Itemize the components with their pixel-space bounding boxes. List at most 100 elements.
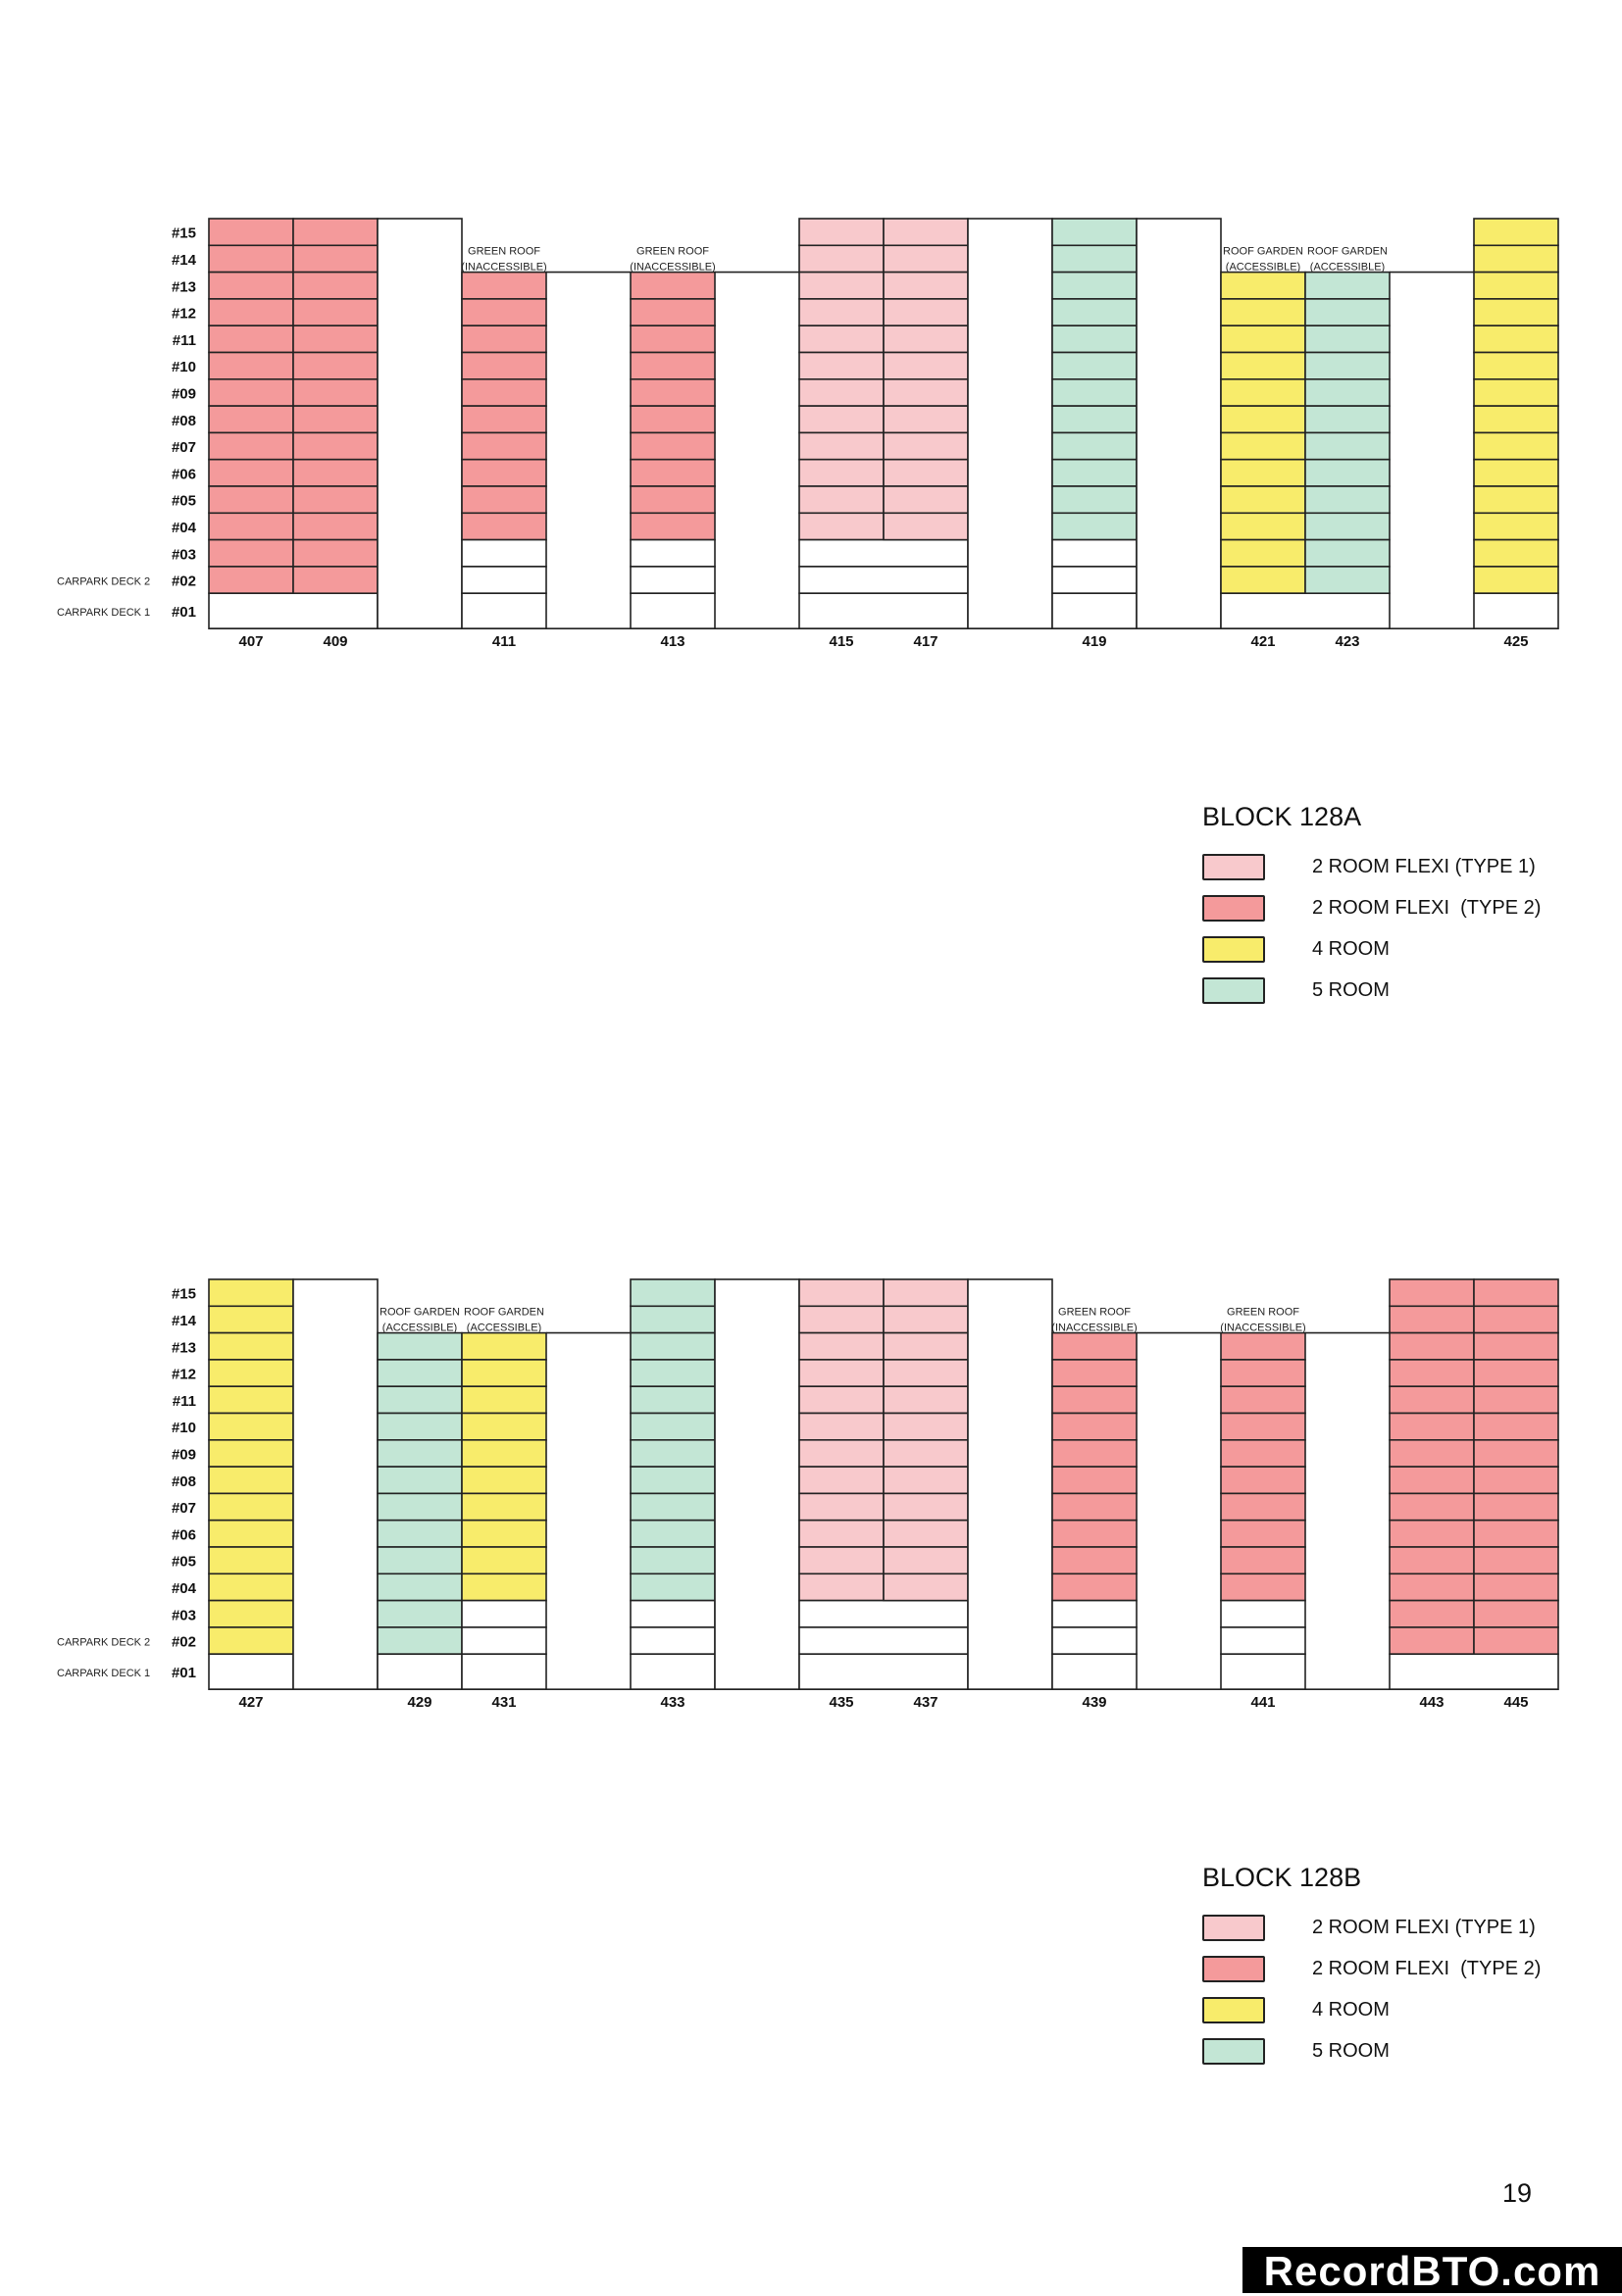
carpark-cell bbox=[1051, 1653, 1138, 1691]
roof-label: (INACCESSIBLE) bbox=[1220, 1322, 1305, 1333]
unit-cell-437-floor-4 bbox=[883, 1572, 969, 1602]
unit-cell-415-floor-9 bbox=[798, 378, 885, 407]
unit-cell-427-floor-5 bbox=[208, 1546, 294, 1575]
unit-cell-421-floor-4 bbox=[1220, 512, 1306, 541]
legend-item-room4: 4 ROOM bbox=[1202, 928, 1541, 970]
unit-number-label: 407 bbox=[238, 633, 263, 650]
legend-label: 4 ROOM bbox=[1312, 937, 1390, 960]
unit-cell-435-floor-13 bbox=[798, 1331, 885, 1361]
unit-cell-439-floor-11 bbox=[1051, 1385, 1138, 1415]
unit-number-label: 445 bbox=[1503, 1694, 1528, 1711]
unit-cell-435-floor-9 bbox=[798, 1439, 885, 1468]
empty-cell-floor-3 bbox=[1220, 1599, 1306, 1628]
unit-cell-443-floor-6 bbox=[1389, 1519, 1475, 1548]
unit-cell-419-floor-4 bbox=[1051, 512, 1138, 541]
unit-cell-427-floor-8 bbox=[208, 1466, 294, 1495]
unit-cell-423-floor-2 bbox=[1304, 566, 1391, 594]
unit-cell-445-floor-6 bbox=[1473, 1519, 1559, 1548]
unit-cell-441-floor-6 bbox=[1220, 1519, 1306, 1548]
unit-cell-419-floor-5 bbox=[1051, 485, 1138, 515]
carpark-cell bbox=[630, 1653, 716, 1691]
floor-label: #04 bbox=[172, 520, 197, 536]
unit-number-label: 435 bbox=[829, 1694, 853, 1711]
carpark-deck-2-label: CARPARK DECK 2 bbox=[57, 576, 150, 588]
unit-cell-445-floor-13 bbox=[1473, 1331, 1559, 1361]
unit-cell-421-floor-13 bbox=[1220, 271, 1306, 300]
unit-cell-429-floor-3 bbox=[377, 1599, 463, 1628]
unit-cell-425-floor-13 bbox=[1473, 271, 1559, 300]
unit-cell-417-floor-13 bbox=[883, 271, 969, 300]
unit-cell-437-floor-8 bbox=[883, 1466, 969, 1495]
unit-cell-433-floor-13 bbox=[630, 1331, 716, 1361]
unit-cell-425-floor-7 bbox=[1473, 431, 1559, 461]
unit-cell-439-floor-8 bbox=[1051, 1466, 1138, 1495]
unit-cell-425-floor-9 bbox=[1473, 378, 1559, 407]
unit-cell-413-floor-6 bbox=[630, 458, 716, 487]
unit-cell-411-floor-8 bbox=[461, 405, 547, 434]
unit-cell-439-floor-4 bbox=[1051, 1572, 1138, 1602]
unit-cell-421-floor-7 bbox=[1220, 431, 1306, 461]
unit-number-label: 411 bbox=[492, 633, 516, 650]
legend-label: 4 ROOM bbox=[1312, 1998, 1390, 2021]
carpark-deck-2-label: CARPARK DECK 2 bbox=[57, 1637, 150, 1649]
unit-cell-433-floor-4 bbox=[630, 1572, 716, 1602]
legend-item-type2: 2 ROOM FLEXI (TYPE 2) bbox=[1202, 887, 1541, 928]
floor-label: #02 bbox=[172, 1634, 196, 1651]
unit-cell-427-floor-14 bbox=[208, 1305, 294, 1334]
unit-number-label: 425 bbox=[1503, 633, 1528, 650]
unit-cell-413-floor-11 bbox=[630, 324, 716, 354]
roof-label: GREEN ROOF bbox=[636, 245, 709, 257]
unit-cell-439-floor-6 bbox=[1051, 1519, 1138, 1548]
unit-cell-443-floor-5 bbox=[1389, 1546, 1475, 1575]
unit-cell-427-floor-9 bbox=[208, 1439, 294, 1468]
unit-cell-421-floor-9 bbox=[1220, 378, 1306, 407]
unit-cell-411-floor-13 bbox=[461, 271, 547, 300]
floor-label: #03 bbox=[172, 546, 196, 563]
carpark-cell bbox=[1220, 1653, 1306, 1691]
unit-cell-435-floor-7 bbox=[798, 1492, 885, 1522]
unit-cell-413-floor-5 bbox=[630, 485, 716, 515]
carpark-deck-1-label: CARPARK DECK 1 bbox=[57, 607, 150, 619]
unit-cell-435-floor-8 bbox=[798, 1466, 885, 1495]
floor-label: #10 bbox=[172, 1420, 196, 1436]
unit-cell-435-floor-15 bbox=[798, 1278, 885, 1308]
unit-cell-433-floor-9 bbox=[630, 1439, 716, 1468]
unit-cell-425-floor-2 bbox=[1473, 566, 1559, 594]
unit-cell-409-floor-12 bbox=[292, 298, 379, 327]
legend-item-room5: 5 ROOM bbox=[1202, 2030, 1541, 2071]
carpark-cell bbox=[798, 1653, 969, 1691]
unit-cell-413-floor-9 bbox=[630, 378, 716, 407]
roof-label: ROOF GARDEN bbox=[1223, 245, 1303, 257]
unit-cell-419-floor-15 bbox=[1051, 218, 1138, 247]
unit-cell-443-floor-12 bbox=[1389, 1359, 1475, 1388]
unit-cell-421-floor-5 bbox=[1220, 485, 1306, 515]
unit-cell-409-floor-6 bbox=[292, 458, 379, 487]
unit-cell-439-floor-12 bbox=[1051, 1359, 1138, 1388]
page-number: 19 bbox=[1502, 2178, 1533, 2208]
empty-cell-floor-2 bbox=[798, 566, 969, 594]
roof-label: (ACCESSIBLE) bbox=[1310, 261, 1385, 273]
unit-cell-429-floor-12 bbox=[377, 1359, 463, 1388]
unit-cell-437-floor-12 bbox=[883, 1359, 969, 1388]
floor-label: #06 bbox=[172, 1526, 196, 1543]
legend-label: 5 ROOM bbox=[1312, 978, 1390, 1001]
unit-cell-423-floor-7 bbox=[1304, 431, 1391, 461]
floor-label: #05 bbox=[172, 493, 196, 510]
floor-label: #09 bbox=[172, 385, 196, 402]
unit-cell-427-floor-4 bbox=[208, 1572, 294, 1602]
block-128a-elevation: #15 #14 #13 #12 #11 #10 #09 #08 #07 #06 #05 #04 #03 #… bbox=[57, 218, 1559, 650]
unit-cell-433-floor-15 bbox=[630, 1278, 716, 1308]
block-128b-elevation: #15 #14 #13 #12 #11 #10 #09 #08 #07 #06 #05 #04 #03 #… bbox=[57, 1278, 1559, 1711]
unit-cell-425-floor-3 bbox=[1473, 538, 1559, 568]
empty-cell-floor-3 bbox=[1051, 1599, 1138, 1628]
unit-cell-441-floor-9 bbox=[1220, 1439, 1306, 1468]
empty-cell-floor-3 bbox=[630, 538, 716, 568]
unit-cell-429-floor-13 bbox=[377, 1331, 463, 1361]
legend-label: 5 ROOM bbox=[1312, 2039, 1390, 2062]
swatch-room5 bbox=[1202, 976, 1265, 1004]
unit-cell-443-floor-14 bbox=[1389, 1305, 1475, 1334]
unit-cell-417-floor-8 bbox=[883, 405, 969, 434]
unit-cell-437-floor-6 bbox=[883, 1519, 969, 1548]
unit-number-label: 415 bbox=[829, 633, 853, 650]
unit-cell-425-floor-5 bbox=[1473, 485, 1559, 515]
